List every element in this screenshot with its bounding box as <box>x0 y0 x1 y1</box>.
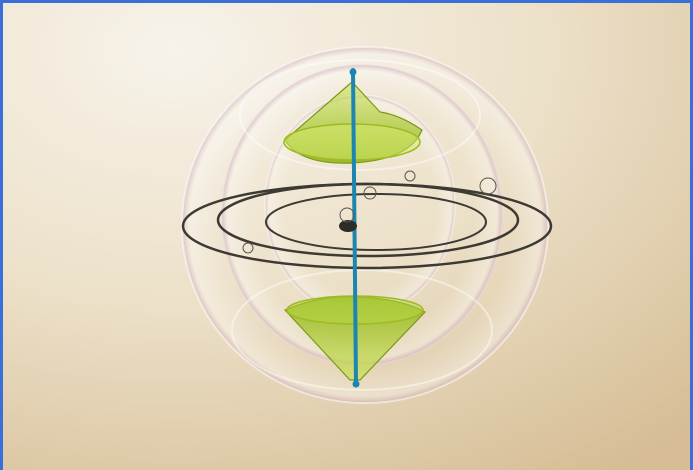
rod-bottom <box>352 380 360 388</box>
center-knot <box>339 220 357 232</box>
small-bubble <box>479 177 497 195</box>
small-bubble <box>242 242 254 254</box>
middle-ring <box>216 182 520 258</box>
small-bubble <box>339 207 355 223</box>
small-bubble <box>363 186 377 200</box>
rod-top <box>349 68 357 76</box>
small-bubble <box>404 170 416 182</box>
upper-bubble-fold <box>239 59 481 171</box>
lower-bubble-fold <box>231 269 493 391</box>
